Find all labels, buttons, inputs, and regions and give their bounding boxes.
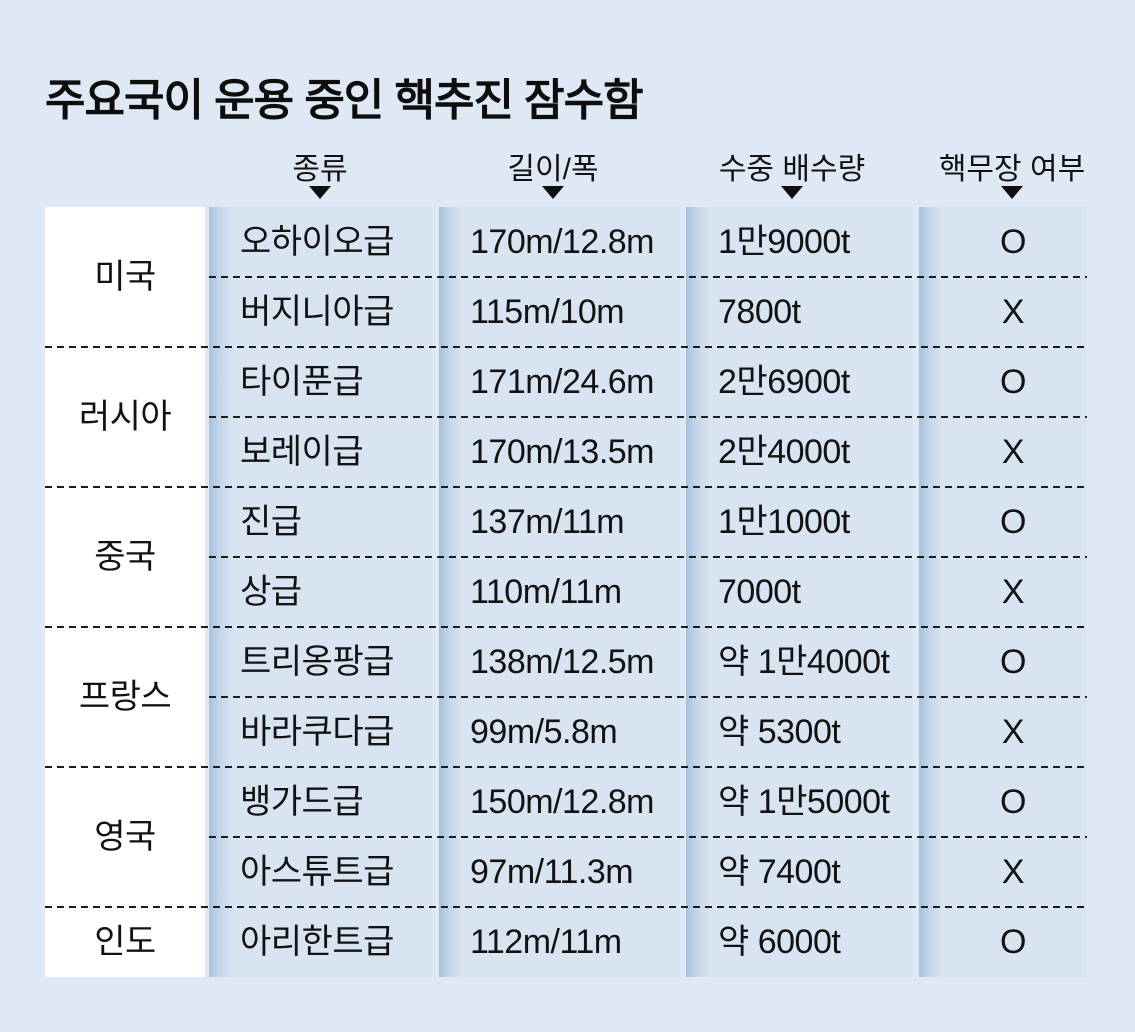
cell-displacement: 약 7400t [718,853,841,891]
row-divider [209,556,1087,558]
nuclear-armed-column-background [919,207,1087,977]
triangle-down-icon [781,186,803,199]
cell-nuclear: O [1000,643,1026,681]
cell-class: 아스튜트급 [240,853,394,891]
group-divider [45,906,1087,908]
cell-class: 타이푼급 [240,363,364,401]
cell-class: 오하이오급 [240,223,394,261]
cell-class: 진급 [240,503,302,541]
cell-length-width: 170m/13.5m [470,433,655,471]
cell-length-width: 115m/10m [470,293,625,331]
cell-displacement: 약 5300t [718,713,841,751]
triangle-down-icon [309,186,331,199]
cell-class: 상급 [240,573,302,611]
column-header-nuclear-armed: 핵무장 여부 [938,153,1086,186]
country-label-india: 인도 [94,923,156,961]
cell-displacement: 1만1000t [718,503,850,541]
cell-nuclear: X [1001,853,1025,891]
cell-displacement: 2만4000t [718,433,850,471]
row-divider [209,416,1087,418]
cell-length-width: 137m/11m [470,503,625,541]
group-divider [45,346,1087,348]
country-label-usa: 미국 [94,258,156,296]
row-divider [209,696,1087,698]
country-label-russia: 러시아 [78,398,172,436]
cell-class: 보레이급 [240,433,364,471]
group-divider [45,626,1087,628]
cell-displacement: 약 6000t [718,923,841,961]
cell-nuclear: O [1000,223,1026,261]
group-divider [45,766,1087,768]
country-label-france: 프랑스 [78,678,172,716]
cell-length-width: 170m/12.8m [470,223,655,261]
country-label-china: 중국 [94,538,156,576]
cell-nuclear: X [1001,713,1025,751]
triangle-down-icon [1001,186,1023,199]
page-title: 주요국이 운용 중인 핵추진 잠수함 [45,76,644,125]
cell-displacement: 7800t [718,293,801,331]
column-header-type: 종류 [292,153,348,186]
group-divider [45,486,1087,488]
displacement-column-background [686,207,913,977]
type-column-background [209,207,432,977]
cell-displacement: 1만9000t [718,223,850,261]
cell-length-width: 97m/11.3m [470,853,634,891]
cell-displacement: 약 1만5000t [718,783,890,821]
cell-class: 아리한트급 [240,923,394,961]
cell-nuclear: X [1001,293,1025,331]
length-width-column-background [439,207,680,977]
cell-length-width: 138m/12.5m [470,643,655,681]
cell-class: 바라쿠다급 [240,713,394,751]
row-divider [209,836,1087,838]
cell-nuclear: O [1000,783,1026,821]
cell-length-width: 99m/5.8m [470,713,618,751]
country-label-uk: 영국 [94,818,156,856]
cell-class: 트리옹팡급 [240,643,394,681]
cell-displacement: 7000t [718,573,801,611]
column-header-length-width: 길이/폭 [507,153,599,186]
cell-nuclear: O [1000,363,1026,401]
cell-nuclear: O [1000,503,1026,541]
cell-length-width: 150m/12.8m [470,783,655,821]
cell-class: 버지니아급 [240,293,394,331]
column-header-displacement: 수중 배수량 [718,153,866,186]
cell-displacement: 약 1만4000t [718,643,890,681]
cell-nuclear: X [1001,433,1025,471]
cell-class: 뱅가드급 [240,783,364,821]
row-divider [209,276,1087,278]
cell-length-width: 110m/11m [470,573,622,611]
country-column-background [45,207,205,977]
triangle-down-icon [542,186,564,199]
cell-displacement: 2만6900t [718,363,850,401]
cell-nuclear: O [1000,923,1026,961]
cell-length-width: 112m/11m [470,923,622,961]
cell-length-width: 171m/24.6m [470,363,655,401]
cell-nuclear: X [1001,573,1025,611]
